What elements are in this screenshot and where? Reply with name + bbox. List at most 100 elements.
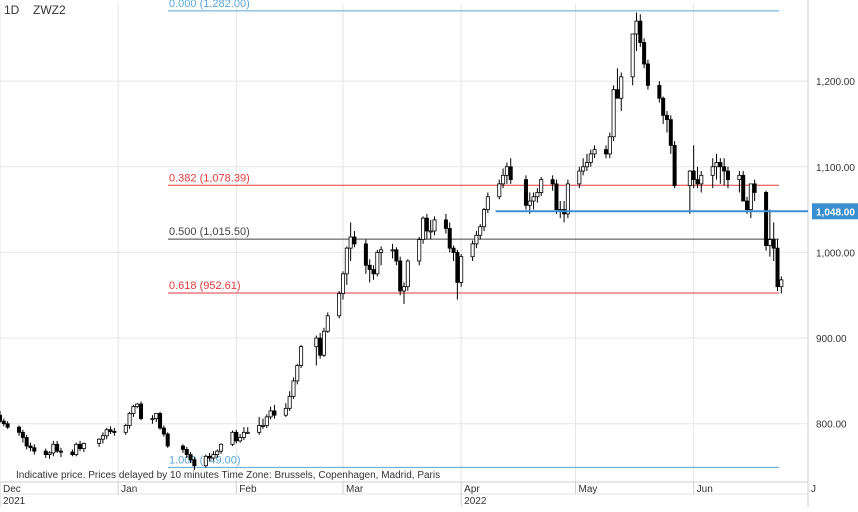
candle-down	[695, 179, 700, 185]
candle-up	[299, 346, 304, 366]
candle-down	[139, 403, 144, 420]
candle-up	[504, 166, 509, 176]
candle-up	[485, 196, 490, 210]
candle-down	[691, 170, 696, 181]
candle-up	[501, 174, 506, 185]
candle-up	[375, 252, 380, 275]
candle-up	[341, 273, 346, 294]
candle-down	[17, 426, 22, 433]
candle-down	[234, 431, 239, 442]
candle-up	[150, 418, 155, 421]
candle-up	[417, 239, 422, 262]
candle-up	[470, 243, 475, 258]
candle-down	[20, 431, 25, 438]
current-price-badge[interactable]	[812, 203, 858, 220]
candle-up	[611, 89, 616, 138]
candle-down	[398, 260, 403, 292]
footer-note: Indicative price. Prices delayed by 10 m…	[16, 470, 440, 481]
candle-up	[219, 443, 224, 452]
candle-up	[607, 136, 612, 155]
candle-down	[108, 429, 113, 432]
candle-down	[28, 445, 33, 449]
candle-down	[672, 144, 677, 187]
candle-up	[779, 279, 784, 288]
candle-down	[523, 179, 528, 206]
y-tick-label: 1,200.00	[816, 77, 855, 88]
fib-level-label: 0.382 (1,078.39)	[169, 172, 250, 184]
x-tick-label: Jun	[697, 484, 713, 495]
year-label: 2022	[464, 496, 487, 507]
candle-up	[257, 425, 262, 433]
candle-down	[550, 179, 555, 185]
candle-up	[203, 455, 208, 467]
candle-up	[421, 217, 426, 240]
y-tick-label: 1,000.00	[816, 248, 855, 259]
candle-up	[241, 431, 246, 438]
candle-down	[394, 249, 399, 262]
candle-up	[634, 20, 639, 35]
candle-down	[741, 174, 746, 202]
candle-down	[722, 166, 727, 172]
candle-up	[104, 429, 109, 437]
x-tick-label: Mar	[346, 484, 364, 495]
candle-down	[638, 20, 643, 43]
candle-up	[482, 209, 487, 228]
candle-up	[344, 247, 349, 275]
fib-level-label: 0.000 (1,282.00)	[169, 0, 250, 10]
candle-up	[348, 236, 353, 249]
candle-down	[661, 97, 666, 116]
candle-up	[131, 406, 136, 414]
x-tick-label: May	[579, 484, 598, 495]
candle-up	[390, 249, 395, 252]
symbol-label[interactable]: ZWZ2	[33, 3, 66, 17]
candle-up	[51, 443, 56, 454]
interval-label[interactable]: 1D	[4, 3, 20, 17]
candle-up	[459, 256, 464, 283]
candle-up	[687, 170, 692, 187]
candle-up	[314, 337, 319, 348]
candle-up	[478, 226, 483, 236]
candle-up	[577, 170, 582, 185]
year-label: 2021	[3, 496, 26, 507]
candle-up	[565, 183, 570, 215]
candle-up	[268, 410, 273, 418]
candle-up	[325, 315, 330, 332]
x-tick-label: Jan	[121, 484, 137, 495]
candle-up	[123, 425, 128, 433]
current-price-label: 1,048.00	[816, 207, 855, 218]
candle-down	[725, 170, 730, 181]
fib-level-label: 0.500 (1,015.50)	[169, 226, 250, 238]
candle-down	[188, 454, 193, 461]
y-tick-label: 1,100.00	[816, 163, 855, 174]
candles	[0, 12, 784, 471]
candle-down	[443, 219, 448, 229]
candle-up	[539, 179, 544, 193]
x-tick-label: Feb	[239, 484, 257, 495]
candle-down	[745, 200, 750, 210]
candle-down	[764, 192, 769, 246]
candle-down	[184, 449, 189, 455]
candle-down	[43, 450, 48, 455]
candle-up	[432, 219, 437, 232]
candle-down	[180, 445, 185, 450]
candle-up	[135, 403, 140, 408]
candle-down	[424, 217, 429, 232]
candle-down	[752, 183, 757, 193]
candle-down	[352, 236, 357, 245]
candle-up	[592, 149, 597, 155]
candle-down	[657, 84, 662, 99]
candle-down	[165, 433, 170, 447]
candle-down	[24, 437, 29, 447]
candle-down	[112, 431, 117, 433]
candle-down	[455, 252, 460, 283]
candle-down	[367, 264, 372, 270]
candle-up	[211, 454, 216, 459]
candle-down	[554, 183, 559, 210]
candle-up	[379, 249, 384, 253]
candle-up	[405, 260, 410, 288]
candle-down	[5, 423, 10, 428]
candle-down	[642, 42, 647, 65]
